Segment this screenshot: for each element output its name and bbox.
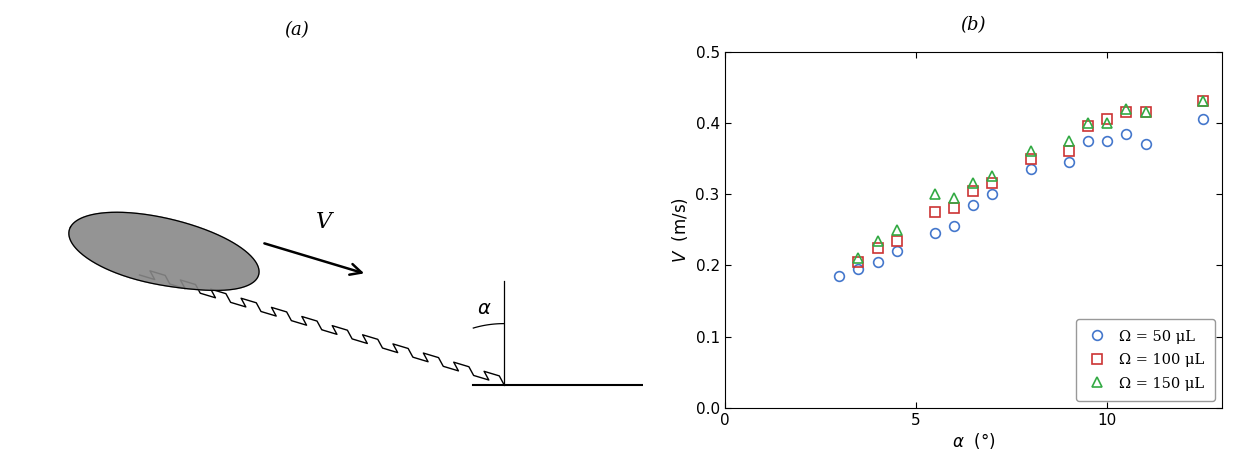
Ω = 50 μL bbox=[1119, 131, 1134, 136]
Ω = 100 μL bbox=[965, 188, 980, 193]
Text: V: V bbox=[316, 211, 331, 233]
Ω = 50 μL bbox=[1023, 166, 1038, 172]
Text: $\alpha$: $\alpha$ bbox=[476, 300, 491, 318]
Line: Ω = 150 μL: Ω = 150 μL bbox=[853, 97, 1208, 263]
Ω = 150 μL bbox=[1023, 149, 1038, 154]
Ω = 150 μL bbox=[985, 174, 1000, 179]
Ω = 150 μL bbox=[1061, 138, 1076, 144]
Ω = 150 μL bbox=[1081, 120, 1096, 126]
Ω = 100 μL bbox=[1023, 156, 1038, 161]
Ω = 150 μL bbox=[850, 256, 866, 261]
Ω = 50 μL bbox=[965, 202, 980, 208]
Ω = 100 μL bbox=[1119, 109, 1134, 115]
Ω = 50 μL bbox=[1138, 142, 1153, 147]
Ω = 50 μL bbox=[946, 223, 961, 229]
Ω = 100 μL bbox=[1100, 116, 1115, 122]
Ω = 150 μL bbox=[890, 227, 905, 233]
Ω = 150 μL bbox=[965, 181, 980, 186]
Ω = 150 μL bbox=[1119, 106, 1134, 112]
Ω = 100 μL bbox=[1061, 149, 1076, 154]
Ω = 50 μL bbox=[1061, 159, 1076, 165]
Polygon shape bbox=[69, 212, 260, 290]
Text: (a): (a) bbox=[284, 21, 309, 39]
Ω = 100 μL bbox=[1138, 109, 1153, 115]
Ω = 50 μL bbox=[985, 191, 1000, 197]
Ω = 100 μL bbox=[1081, 124, 1096, 129]
Ω = 150 μL bbox=[946, 195, 961, 201]
Ω = 150 μL bbox=[1196, 98, 1211, 104]
Ω = 100 μL bbox=[1196, 98, 1211, 104]
Ω = 50 μL bbox=[1100, 138, 1115, 144]
Ω = 150 μL bbox=[927, 191, 942, 197]
Ω = 100 μL bbox=[890, 238, 905, 243]
Ω = 50 μL bbox=[832, 273, 847, 279]
Ω = 100 μL bbox=[985, 181, 1000, 186]
Ω = 100 μL bbox=[850, 259, 866, 265]
Text: (b): (b) bbox=[960, 16, 987, 34]
Ω = 50 μL bbox=[1196, 116, 1211, 122]
Line: Ω = 100 μL: Ω = 100 μL bbox=[853, 97, 1208, 267]
Line: Ω = 50 μL: Ω = 50 μL bbox=[834, 114, 1208, 281]
Ω = 50 μL bbox=[927, 231, 942, 236]
Ω = 50 μL bbox=[890, 249, 905, 254]
Ω = 100 μL bbox=[871, 245, 886, 250]
Ω = 150 μL bbox=[871, 238, 886, 243]
Ω = 50 μL bbox=[1081, 138, 1096, 144]
Legend: Ω = 50 μL, Ω = 100 μL, Ω = 150 μL: Ω = 50 μL, Ω = 100 μL, Ω = 150 μL bbox=[1076, 319, 1215, 401]
Ω = 100 μL bbox=[927, 209, 942, 215]
Ω = 100 μL bbox=[946, 205, 961, 211]
Ω = 150 μL bbox=[1138, 109, 1153, 115]
X-axis label: $\alpha$  (°): $\alpha$ (°) bbox=[951, 431, 995, 451]
Ω = 50 μL bbox=[850, 266, 866, 272]
Y-axis label: $V$  (m/s): $V$ (m/s) bbox=[670, 197, 689, 263]
Ω = 50 μL bbox=[871, 259, 886, 265]
Ω = 150 μL bbox=[1100, 120, 1115, 126]
